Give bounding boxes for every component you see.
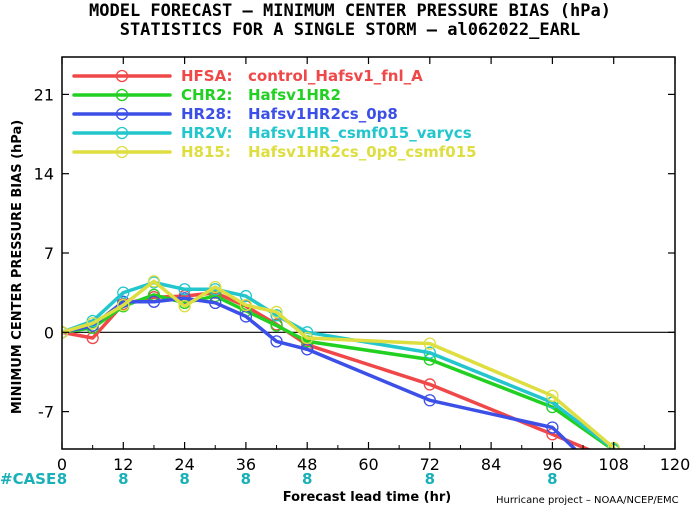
x-tick-label: 0 — [57, 455, 67, 474]
case-count: 8 — [179, 470, 189, 488]
series-line-hr2v — [62, 280, 616, 449]
legend-series-desc: Hafsv1HR2cs_0p8_csmf015 — [248, 143, 477, 161]
case-row-label: #CASE — [0, 470, 56, 488]
data-point — [546, 421, 559, 434]
x-tick-label: 12 — [113, 455, 133, 474]
y-tick-label: 7 — [44, 244, 54, 263]
legend-series-desc: Hafsv1HR2cs_0p8 — [248, 105, 398, 123]
legend-swatch-marker — [115, 145, 129, 159]
legend-series-name: HR28: — [181, 105, 232, 123]
y-tick-label: 0 — [44, 323, 54, 342]
x-tick-label: 60 — [358, 455, 378, 474]
x-tick-label: 120 — [660, 455, 691, 474]
data-point — [423, 337, 436, 350]
data-point — [178, 300, 191, 313]
data-point — [423, 346, 436, 359]
chart-subtitle: STATISTICS FOR A SINGLE STORM – al062022… — [120, 20, 581, 40]
data-point — [178, 292, 191, 305]
data-point — [86, 331, 99, 345]
x-tick-label: 24 — [174, 455, 194, 474]
data-point — [546, 389, 559, 402]
legend-series-name: HR2V: — [181, 124, 232, 142]
x-tick-label: 96 — [542, 455, 562, 474]
legend-series-name: HFSA: — [181, 67, 233, 85]
legend-series-desc: Hafsv1HR2 — [248, 86, 341, 104]
data-point — [117, 286, 130, 299]
legend-swatch-marker — [115, 88, 129, 102]
x-tick-label: 84 — [481, 455, 501, 474]
data-point — [270, 335, 283, 348]
data-point — [209, 296, 222, 309]
legend-series-name: CHR2: — [181, 86, 233, 104]
case-count: 8 — [118, 470, 128, 488]
legend-series-desc: Hafsv1HR_csmf015_varycs — [248, 124, 472, 142]
x-tick-label: 36 — [236, 455, 256, 474]
legend-swatch-marker — [115, 69, 129, 83]
y-tick-label: 14 — [34, 165, 54, 184]
data-point — [178, 283, 191, 296]
case-count: 8 — [302, 470, 312, 488]
x-tick-label: 108 — [598, 455, 629, 474]
x-tick-label: 48 — [297, 455, 317, 474]
case-count: 8 — [241, 470, 251, 488]
plot-area: 0 12 24 36 48 60 72 84 96 108 120 -7 0 7 14 21 8 8 8 8 8 8 8 HF… — [34, 56, 691, 488]
series-line-hr28 — [62, 296, 578, 449]
data-point — [117, 298, 130, 312]
legend-swatch-marker — [115, 107, 129, 121]
legend-swatch-marker — [115, 126, 129, 140]
credit-text: Hurricane project – NOAA/NCEP/EMC — [496, 495, 679, 506]
data-point — [209, 280, 222, 294]
case-count: 8 — [425, 470, 435, 488]
x-tick-label: 72 — [420, 455, 440, 474]
data-point — [147, 275, 161, 288]
data-point — [270, 305, 283, 319]
y-tick-label: 21 — [34, 85, 54, 104]
data-point — [270, 319, 283, 332]
series-line-hfsa — [62, 290, 592, 449]
x-axis-title: Forecast lead time (hr) — [283, 490, 451, 505]
case-count: 8 — [547, 470, 557, 488]
case-count: 8 — [57, 470, 67, 488]
data-point — [301, 331, 314, 345]
data-point — [239, 298, 253, 312]
legend-series-name: H815: — [181, 143, 231, 161]
data-point — [423, 394, 436, 407]
data-point — [239, 289, 253, 303]
legend-series-desc: control_Hafsv1_fnl_A — [248, 67, 423, 85]
chart-title: MODEL FORECAST – MINIMUM CENTER PRESSURE… — [89, 1, 611, 21]
y-axis-title: MINIMUM CENTER PRESSURE BIAS (hPa) — [10, 120, 25, 414]
data-point — [423, 378, 436, 391]
data-point — [86, 317, 99, 330]
data-point — [147, 295, 161, 308]
data-point — [578, 451, 589, 462]
y-tick-label: -7 — [38, 403, 54, 422]
